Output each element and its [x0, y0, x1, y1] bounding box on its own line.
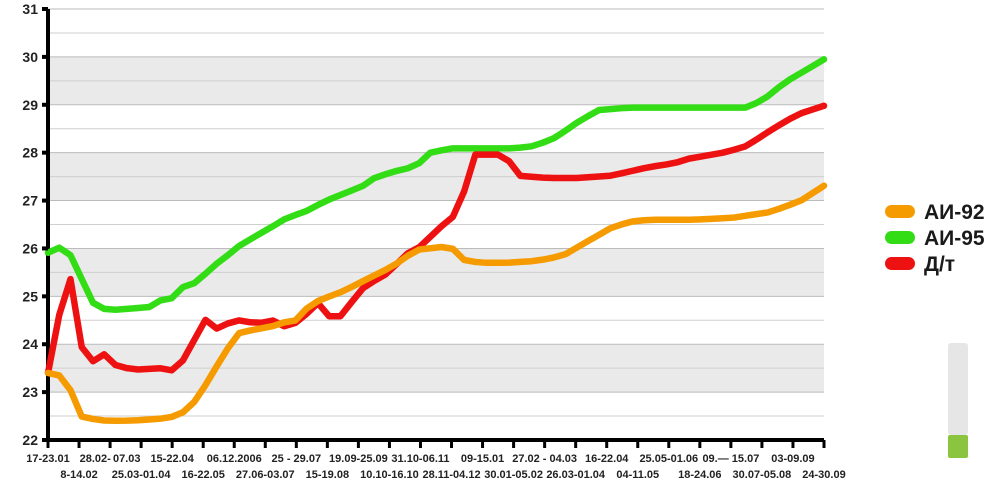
svg-text:31.10-06.11: 31.10-06.11: [391, 453, 449, 465]
svg-text:15-19.08: 15-19.08: [306, 469, 349, 481]
svg-text:25: 25: [22, 288, 38, 304]
svg-text:26.03-01.04: 26.03-01.04: [546, 469, 606, 481]
svg-text:25 - 29.07: 25 - 29.07: [272, 453, 322, 465]
svg-text:06.12.2006: 06.12.2006: [207, 453, 262, 465]
svg-text:04-11.05: 04-11.05: [616, 469, 659, 481]
svg-text:28.02- 07.03: 28.02- 07.03: [80, 453, 141, 465]
svg-text:17-23.01: 17-23.01: [26, 453, 69, 465]
svg-text:15-22.04: 15-22.04: [150, 453, 194, 465]
svg-text:27: 27: [22, 193, 38, 209]
svg-text:АИ-95: АИ-95: [924, 227, 985, 250]
svg-text:24: 24: [22, 336, 38, 352]
svg-text:30.01-05.02: 30.01-05.02: [484, 469, 543, 481]
svg-text:25.05-01.06: 25.05-01.06: [639, 453, 698, 465]
svg-text:09.— 15.07: 09.— 15.07: [702, 453, 759, 465]
svg-text:АИ-92: АИ-92: [924, 201, 985, 224]
svg-text:25.03-01.04: 25.03-01.04: [112, 469, 172, 481]
svg-text:10.10-16.10: 10.10-16.10: [360, 469, 419, 481]
svg-text:19.09-25.09: 19.09-25.09: [329, 453, 388, 465]
svg-text:16-22.04: 16-22.04: [585, 453, 629, 465]
svg-text:24-30.09: 24-30.09: [802, 469, 845, 481]
svg-text:27.06-03.07: 27.06-03.07: [236, 469, 295, 481]
svg-text:27.02 - 04.03: 27.02 - 04.03: [512, 453, 577, 465]
svg-text:09-15.01: 09-15.01: [461, 453, 504, 465]
svg-text:31: 31: [22, 1, 38, 17]
svg-text:8-14.02: 8-14.02: [60, 469, 97, 481]
svg-text:Д/т: Д/т: [924, 253, 955, 276]
svg-text:30: 30: [22, 49, 38, 65]
svg-text:23: 23: [22, 384, 38, 400]
svg-text:29: 29: [22, 97, 38, 113]
svg-text:22: 22: [22, 432, 38, 448]
svg-text:30.07-05.08: 30.07-05.08: [733, 469, 792, 481]
svg-text:03-09.09: 03-09.09: [771, 453, 814, 465]
svg-text:26: 26: [22, 240, 38, 256]
svg-text:16-22.05: 16-22.05: [181, 469, 224, 481]
svg-text:28: 28: [22, 145, 38, 161]
svg-text:28.11-04.12: 28.11-04.12: [422, 469, 480, 481]
svg-text:18-24.06: 18-24.06: [678, 469, 721, 481]
